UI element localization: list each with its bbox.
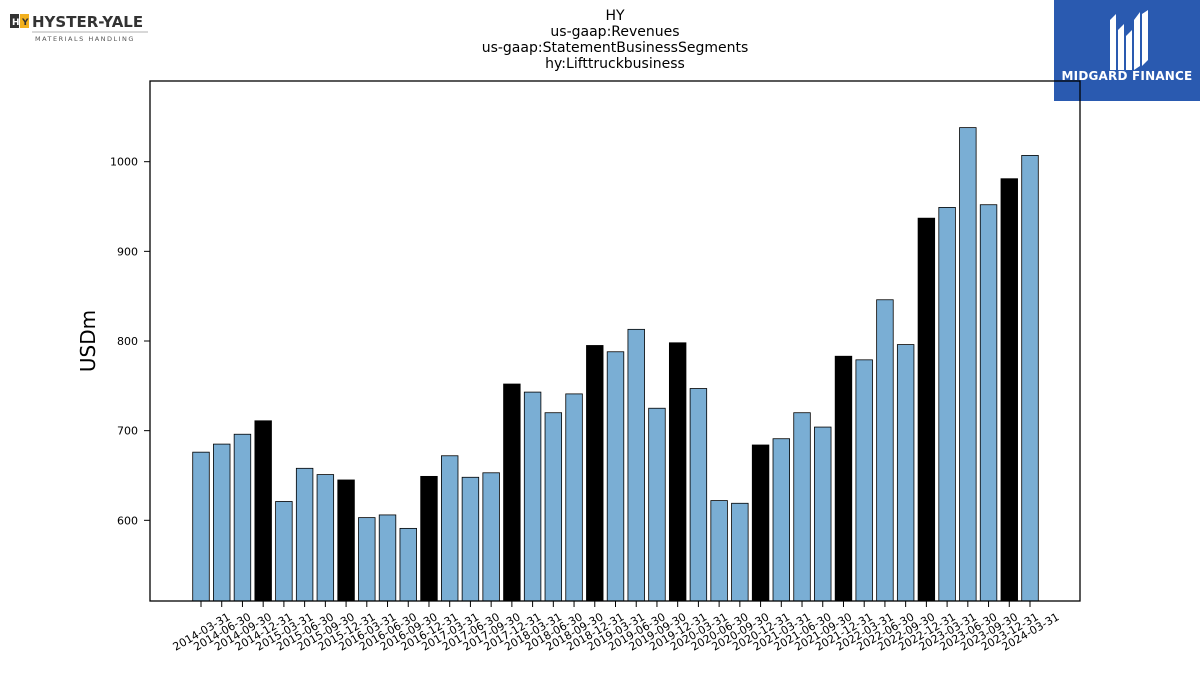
bar-2020-06-30 [710,500,728,602]
bar-2023-03-31 [938,207,956,602]
bar-group [192,127,1039,602]
bar-2015-03-31 [275,501,293,602]
bar-2021-12-31 [834,355,853,602]
svg-text:H: H [12,18,20,28]
bar-2014-12-31 [254,420,272,602]
chart-title-line-4: hy:Lifttruckbusiness [545,56,685,72]
bar-2017-09-30 [482,472,500,602]
bar-2018-09-30 [565,393,583,602]
svg-text:Y: Y [21,18,29,28]
bar-2023-12-31 [1000,178,1018,602]
plot-frame [149,80,1081,602]
chart-title-line-2: us-gaap:Revenues [550,24,680,40]
bar-2021-03-31 [772,438,790,602]
bar-2019-12-31 [668,342,687,602]
bar-2022-06-30 [876,299,894,602]
chart-title-line-3: us-gaap:StatementBusinessSegments [481,40,749,56]
y-tick-label: 1000 [110,156,138,169]
midgard-emblem-icon [1110,10,1148,70]
bar-2014-03-31 [192,451,210,602]
bar-2015-09-30 [316,474,335,602]
bar-2021-06-30 [793,412,811,602]
bar-2015-06-30 [295,467,314,602]
bar-2016-03-31 [358,517,376,602]
bar-2023-09-30 [979,204,998,602]
bar-2014-06-30 [213,443,231,602]
bar-2022-09-30 [896,344,915,602]
bar-2019-09-30 [648,407,666,602]
bar-2014-09-30 [233,433,252,602]
right-logo-name: MIDGARD FINANCE [1061,69,1193,83]
left-logo-tagline: MATERIALS HANDLING [35,35,135,43]
bar-2016-09-30 [399,527,417,602]
y-tick-label: 900 [117,245,138,258]
midgard-finance-logo: MIDGARD FINANCE [1054,0,1200,101]
y-tick-label: 800 [117,335,138,348]
bar-2018-06-30 [544,412,563,602]
bar-2022-03-31 [855,359,873,602]
bar-2019-06-30 [627,328,645,602]
bar-2020-03-31 [689,388,708,602]
bar-2020-09-30 [731,502,749,602]
bar-2020-12-31 [751,444,770,602]
bar-2015-12-31 [337,479,355,602]
bar-2017-03-31 [441,455,459,602]
y-axis-label: USDm [76,310,100,372]
logo-mark-y [20,14,29,28]
left-logo-name: HYSTER-YALE [32,13,143,31]
chart-title-line-1: HY [605,8,625,24]
bar-2022-12-31 [917,217,936,602]
bar-2016-12-31 [420,475,438,602]
y-axis-ticks: 600 700 800 900 1000 [110,156,150,527]
bar-2016-06-30 [378,514,397,602]
bar-2017-12-31 [503,383,521,602]
bar-2019-03-31 [606,351,625,602]
y-tick-label: 700 [117,425,138,438]
x-axis-ticks: 2014-03-312014-06-302014-09-302014-12-31… [171,601,1062,654]
bar-2023-06-30 [959,127,977,602]
bar-2017-06-30 [461,476,480,602]
bar-2018-03-31 [523,391,542,602]
logo-mark-h [10,14,19,28]
bar-2024-03-31 [1021,155,1039,602]
bar-2021-09-30 [814,426,832,602]
y-tick-label: 600 [117,514,138,527]
hyster-yale-logo: H Y HYSTER-YALE MATERIALS HANDLING [8,10,153,44]
bar-2018-12-31 [586,345,604,602]
